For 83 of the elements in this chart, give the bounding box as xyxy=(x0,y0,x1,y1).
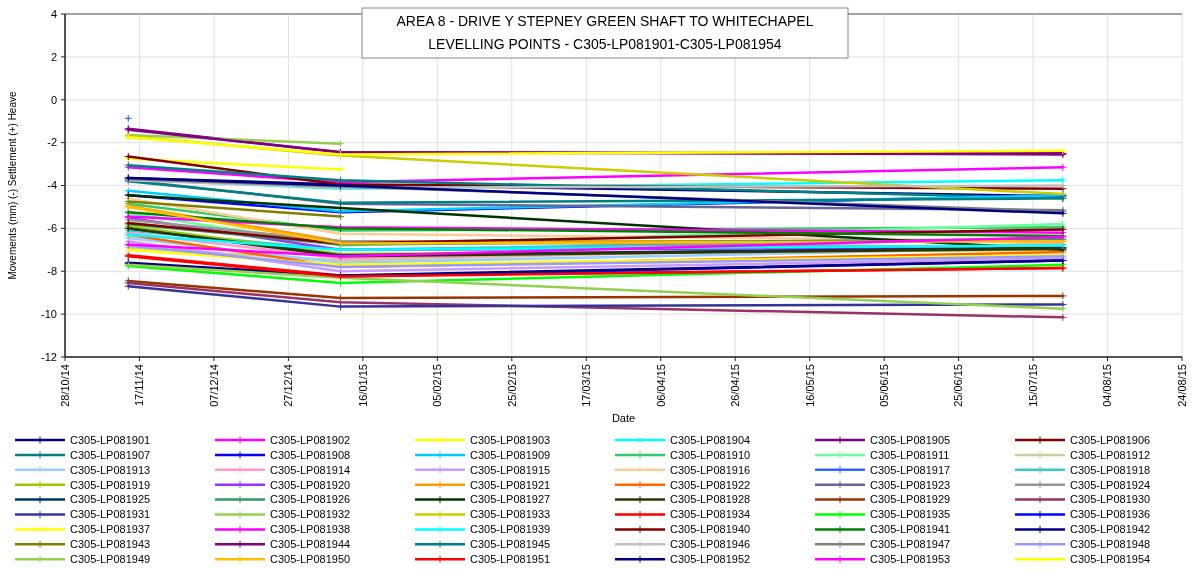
y-tick-label: 2 xyxy=(50,50,57,63)
legend-label: C305-LP081943 xyxy=(70,538,151,551)
legend-label: C305-LP081948 xyxy=(1070,538,1151,551)
x-tick-label: 16/05/15 xyxy=(803,364,816,407)
x-tick-label: 05/02/15 xyxy=(431,364,444,407)
legend-label: C305-LP081906 xyxy=(1070,433,1151,446)
legend-label: C305-LP081917 xyxy=(870,463,951,476)
x-tick-label: 07/12/14 xyxy=(207,364,220,407)
legend-label: C305-LP081928 xyxy=(670,493,751,506)
x-tick-label: 16/01/15 xyxy=(356,364,369,407)
text: LEVELLING POINTS - C305-LP081901-C305-LP081954 xyxy=(428,36,782,52)
legend-label: C305-LP081913 xyxy=(70,463,151,476)
legend-label: C305-LP081912 xyxy=(1070,448,1151,461)
legend-label: C305-LP081909 xyxy=(470,448,551,461)
x-tick-label: 06/04/15 xyxy=(654,364,667,407)
y-tick-label: -12 xyxy=(41,350,57,363)
legend-label: C305-LP081915 xyxy=(470,463,551,476)
legend-label: C305-LP081936 xyxy=(1070,508,1151,521)
y-tick-label: -6 xyxy=(47,222,57,235)
legend-label: C305-LP081926 xyxy=(270,493,351,506)
legend-label: C305-LP081918 xyxy=(1070,463,1151,476)
legend-label: C305-LP081938 xyxy=(270,523,351,536)
legend-label: C305-LP081942 xyxy=(1070,523,1151,536)
legend-label: C305-LP081937 xyxy=(70,523,151,536)
legend-label: C305-LP081919 xyxy=(70,478,151,491)
legend-label: C305-LP081952 xyxy=(670,553,751,566)
x-tick-label: 25/06/15 xyxy=(952,364,965,407)
legend-label: C305-LP081922 xyxy=(670,478,751,491)
legend-label: C305-LP081916 xyxy=(670,463,751,476)
legend-label: C305-LP081954 xyxy=(1070,553,1151,566)
legend-label: C305-LP081930 xyxy=(1070,493,1151,506)
legend-label: C305-LP081944 xyxy=(270,538,351,551)
legend-label: C305-LP081941 xyxy=(870,523,951,536)
legend-label: C305-LP081951 xyxy=(470,553,551,566)
legend-label: C305-LP081920 xyxy=(270,478,351,491)
legend-label: C305-LP081925 xyxy=(70,493,151,506)
legend-label: C305-LP081935 xyxy=(870,508,951,521)
legend-label: C305-LP081939 xyxy=(470,523,551,536)
y-tick-label: -10 xyxy=(41,307,57,320)
x-tick-label: 24/08/15 xyxy=(1175,364,1188,407)
legend-label: C305-LP081946 xyxy=(670,538,751,551)
legend-label: C305-LP081901 xyxy=(70,433,151,446)
legend-label: C305-LP081907 xyxy=(70,448,151,461)
legend-label: C305-LP081921 xyxy=(470,478,551,491)
legend-label: C305-LP081934 xyxy=(670,508,751,521)
y-tick-label: 4 xyxy=(50,7,57,20)
legend-label: C305-LP081947 xyxy=(870,538,951,551)
legend-label: C305-LP081932 xyxy=(270,508,351,521)
x-axis-title: Date xyxy=(611,412,636,424)
x-tick-label: 17/11/14 xyxy=(133,364,146,407)
x-tick-label: 26/04/15 xyxy=(729,364,742,407)
y-tick-label: -8 xyxy=(47,265,57,278)
legend-label: C305-LP081927 xyxy=(470,493,551,506)
legend-label: C305-LP081945 xyxy=(470,538,551,551)
legend-label: C305-LP081902 xyxy=(270,433,351,446)
legend-label: C305-LP081949 xyxy=(70,553,151,566)
x-tick-label: 15/07/15 xyxy=(1026,364,1039,407)
y-axis-title: Movements (mm) (-) Settlement (+) Heave xyxy=(7,91,18,280)
legend-label: C305-LP081910 xyxy=(670,448,751,461)
legend-label: C305-LP081929 xyxy=(870,493,951,506)
legend-label: C305-LP081953 xyxy=(870,553,951,566)
chart-title: AREA 8 - DRIVE Y STEPNEY GREEN SHAFT TO WHITECHAPEL xyxy=(396,13,814,29)
x-tick-label: 04/08/15 xyxy=(1101,364,1114,407)
x-tick-label: 05/06/15 xyxy=(877,364,890,407)
y-tick-label: -2 xyxy=(47,136,57,149)
legend-label: C305-LP081911 xyxy=(870,448,950,461)
legend-label: C305-LP081914 xyxy=(270,463,351,476)
legend-label: C305-LP081908 xyxy=(270,448,351,461)
legend-label: C305-LP081923 xyxy=(870,478,951,491)
x-tick-label: 27/12/14 xyxy=(282,364,295,407)
legend-label: C305-LP081933 xyxy=(470,508,551,521)
legend-label: C305-LP081903 xyxy=(470,433,551,446)
y-tick-label: 0 xyxy=(50,93,57,106)
legend-label: C305-LP081931 xyxy=(70,508,151,521)
legend-label: C305-LP081905 xyxy=(870,433,951,446)
x-tick-label: 17/03/15 xyxy=(580,364,593,407)
x-tick-label: 28/10/14 xyxy=(58,364,71,407)
legend-label: C305-LP081940 xyxy=(670,523,751,536)
legend-label: C305-LP081924 xyxy=(1070,478,1151,491)
legend-label: C305-LP081950 xyxy=(270,553,351,566)
legend-label: C305-LP081904 xyxy=(670,433,751,446)
y-tick-label: -4 xyxy=(47,179,57,192)
x-tick-label: 25/02/15 xyxy=(505,364,518,407)
